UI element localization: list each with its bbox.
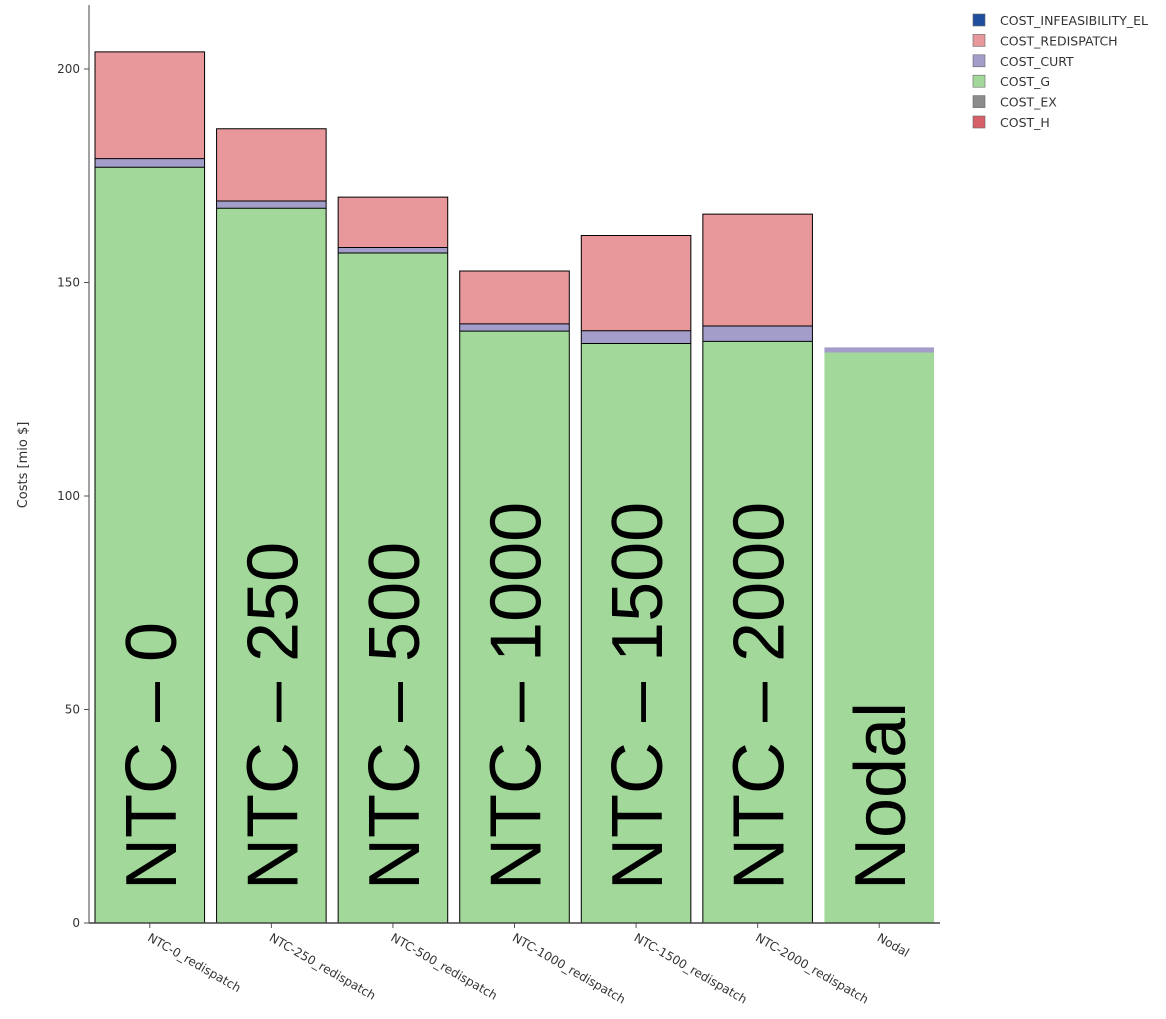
x-tick-label: NTC-1000_redispatch	[510, 930, 628, 1006]
legend-swatch[interactable]	[972, 34, 986, 47]
legend-label[interactable]: COST_INFEASIBILITY_EL	[1000, 13, 1148, 28]
bar-segment-cost-g[interactable]	[338, 253, 448, 924]
bar-segment-cost-redispatch[interactable]	[338, 197, 448, 248]
bar-annotation-label: NTC – 0	[112, 622, 192, 890]
bar-outline	[337, 196, 449, 923]
legend-label[interactable]: COST_G	[1000, 74, 1050, 89]
legend-label[interactable]: COST_EX	[1000, 95, 1057, 110]
y-tick-label: 150	[57, 276, 80, 290]
bar-annotation-label: NTC – 1500	[598, 502, 678, 890]
bar-segment-cost-g[interactable]	[459, 331, 570, 924]
x-tick-label: NTC-0_redispatch	[145, 930, 243, 995]
y-tick-label: 200	[57, 62, 80, 76]
legend-label[interactable]: COST_CURT	[1000, 54, 1074, 69]
bar-segment-cost-g[interactable]	[216, 208, 327, 923]
bar-outline	[580, 235, 692, 923]
bar-segment-cost-curt[interactable]	[581, 330, 691, 344]
bar-annotation-label: Nodal	[841, 702, 921, 890]
bar-segment-cost-curt[interactable]	[95, 158, 205, 168]
bar-segment-cost-g[interactable]	[824, 352, 934, 923]
bar-annotation-label: NTC – 2000	[720, 502, 800, 890]
legend-swatch[interactable]	[972, 115, 986, 129]
bar-outline	[702, 213, 813, 923]
legend-swatch[interactable]	[972, 13, 986, 27]
bar-segment-cost-g[interactable]	[95, 167, 205, 923]
bar-segment-cost-g[interactable]	[702, 341, 813, 923]
bar-segment-cost-redispatch[interactable]	[581, 235, 691, 331]
y-tick-label: 0	[72, 916, 80, 930]
bar-outline	[94, 51, 206, 923]
bar-segment-cost-redispatch[interactable]	[702, 214, 813, 327]
bar-segment-cost-g[interactable]	[581, 343, 691, 923]
bar-segment-cost-curt[interactable]	[338, 247, 448, 254]
x-tick-label: NTC-500_redispatch	[388, 930, 499, 1002]
bar-annotation-label: NTC – 1000	[477, 502, 557, 890]
bar-segment-cost-curt[interactable]	[824, 347, 934, 353]
bars-layer	[94, 51, 934, 924]
bar-segment-cost-curt[interactable]	[216, 200, 327, 209]
x-tick-label: Nodal	[875, 930, 912, 959]
legend-label[interactable]: COST_H	[1000, 115, 1050, 130]
bar-segment-cost-curt[interactable]	[459, 323, 570, 332]
bar-outline	[459, 270, 570, 923]
bar-segment-cost-redispatch[interactable]	[216, 128, 327, 201]
legend-swatch[interactable]	[972, 74, 986, 88]
bar-segment-cost-redispatch[interactable]	[95, 51, 205, 159]
bar-annotation-label: NTC – 500	[355, 542, 435, 890]
legend-swatch[interactable]	[972, 54, 986, 68]
bar-segment-cost-curt[interactable]	[702, 326, 813, 342]
bar-annotation-label: NTC – 250	[233, 542, 313, 890]
bar-segment-cost-redispatch[interactable]	[459, 270, 570, 324]
x-tick-label: NTC-1500_redispatch	[632, 930, 750, 1006]
y-axis-title: Costs [mio $]	[16, 422, 31, 509]
y-tick-label: 50	[65, 703, 80, 717]
x-tick-label: NTC-2000_redispatch	[753, 930, 871, 1006]
bar-annotations: NTC – 0 NTC – 250 NTC – 500 NTC – 1000 NTC –…	[112, 502, 921, 890]
legend-label[interactable]: COST_REDISPATCH	[1000, 33, 1118, 48]
x-tick-label: NTC-250_redispatch	[267, 930, 378, 1002]
legend[interactable]: COST_INFEASIBILITY_EL COST_REDISPATCH COST…	[972, 13, 1148, 130]
y-tick-label: 100	[57, 489, 80, 503]
bar-outline	[216, 128, 327, 923]
legend-swatch[interactable]	[972, 95, 986, 108]
